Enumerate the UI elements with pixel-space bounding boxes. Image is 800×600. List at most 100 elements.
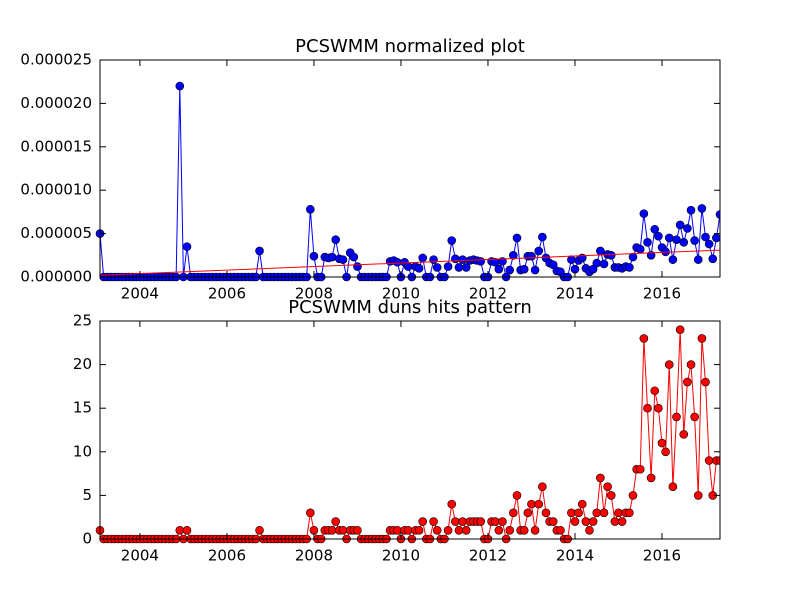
marker bbox=[454, 525, 464, 535]
marker bbox=[664, 360, 674, 369]
marker bbox=[556, 525, 565, 535]
x-tick-label: 2010 bbox=[382, 285, 420, 303]
marker bbox=[309, 251, 319, 261]
plot-area bbox=[95, 325, 720, 544]
marker bbox=[490, 517, 500, 526]
axes-frame bbox=[99, 59, 721, 278]
marker bbox=[574, 508, 583, 518]
marker bbox=[599, 508, 609, 518]
marker bbox=[494, 525, 504, 535]
marker bbox=[429, 517, 438, 526]
marker bbox=[708, 254, 718, 264]
marker bbox=[701, 232, 710, 242]
marker bbox=[603, 482, 612, 491]
marker bbox=[628, 491, 638, 500]
series-line bbox=[99, 86, 720, 279]
x-tick-label: 2006 bbox=[208, 285, 246, 303]
x-tick-label: 2012 bbox=[469, 285, 507, 303]
marker bbox=[712, 233, 720, 243]
marker bbox=[635, 464, 645, 474]
marker bbox=[693, 491, 703, 500]
marker bbox=[672, 235, 681, 244]
marker bbox=[327, 525, 337, 535]
marker bbox=[458, 255, 467, 264]
marker bbox=[693, 255, 703, 264]
marker bbox=[675, 220, 685, 230]
marker bbox=[592, 508, 602, 518]
marker bbox=[683, 224, 692, 233]
x-tick-label: 2008 bbox=[295, 547, 333, 565]
marker bbox=[596, 246, 605, 256]
marker bbox=[650, 386, 660, 396]
marker bbox=[686, 360, 696, 369]
marker bbox=[476, 257, 486, 266]
marker bbox=[704, 456, 714, 465]
marker bbox=[182, 242, 192, 251]
marker bbox=[672, 412, 681, 422]
marker bbox=[625, 263, 634, 272]
marker bbox=[331, 235, 340, 244]
marker bbox=[704, 239, 714, 249]
marker bbox=[461, 525, 471, 535]
marker bbox=[639, 334, 649, 343]
marker bbox=[414, 264, 424, 273]
marker bbox=[657, 438, 667, 448]
marker bbox=[393, 257, 402, 267]
marker bbox=[432, 263, 442, 272]
y-tick-label: 0 bbox=[82, 530, 92, 548]
x-tick-label: 2014 bbox=[556, 285, 594, 303]
marker bbox=[403, 525, 413, 535]
x-tick-label: 2004 bbox=[121, 285, 159, 303]
y-tick-label: 0.000015 bbox=[20, 137, 92, 155]
marker bbox=[697, 334, 707, 343]
marker bbox=[461, 263, 471, 272]
marker bbox=[451, 517, 460, 526]
x-tick-label: 2004 bbox=[121, 547, 159, 565]
marker bbox=[592, 258, 602, 268]
x-tick-label: 2016 bbox=[643, 547, 681, 565]
marker bbox=[581, 517, 591, 526]
marker bbox=[715, 456, 720, 465]
marker bbox=[509, 251, 518, 260]
marker bbox=[255, 525, 264, 535]
y-tick-label: 0.000005 bbox=[20, 224, 92, 242]
marker bbox=[403, 262, 413, 271]
marker bbox=[451, 254, 460, 264]
marker bbox=[414, 525, 424, 535]
marker bbox=[661, 447, 670, 457]
y-tick-label: 10 bbox=[73, 442, 92, 460]
marker bbox=[429, 255, 438, 264]
chart-title: PCSWMM duns hits pattern bbox=[288, 297, 531, 318]
x-tick-label: 2014 bbox=[556, 547, 594, 565]
marker bbox=[255, 246, 264, 256]
y-tick-label: 0.000000 bbox=[20, 268, 92, 286]
marker bbox=[668, 482, 678, 491]
marker bbox=[548, 517, 558, 526]
marker bbox=[512, 491, 522, 500]
x-tick-label: 2016 bbox=[643, 285, 681, 303]
marker bbox=[599, 259, 609, 269]
axes-frame bbox=[99, 320, 721, 540]
marker bbox=[534, 499, 544, 509]
marker bbox=[679, 237, 689, 247]
marker bbox=[512, 233, 522, 243]
y-tick-label: 0.000020 bbox=[20, 94, 92, 112]
marker bbox=[447, 236, 457, 245]
marker bbox=[353, 525, 362, 535]
plot-area bbox=[95, 81, 720, 282]
x-tick-label: 2010 bbox=[382, 547, 420, 565]
marker bbox=[697, 204, 707, 213]
marker bbox=[650, 224, 660, 234]
y-tick-label: 15 bbox=[73, 399, 92, 417]
marker bbox=[690, 412, 699, 422]
marker bbox=[338, 255, 348, 264]
marker bbox=[447, 499, 457, 509]
marker bbox=[679, 430, 689, 439]
marker bbox=[628, 252, 638, 262]
x-tick-label: 2008 bbox=[295, 285, 333, 303]
marker bbox=[498, 517, 507, 526]
marker bbox=[664, 233, 674, 243]
series-line bbox=[99, 329, 720, 541]
marker bbox=[639, 209, 649, 218]
marker bbox=[331, 517, 340, 526]
